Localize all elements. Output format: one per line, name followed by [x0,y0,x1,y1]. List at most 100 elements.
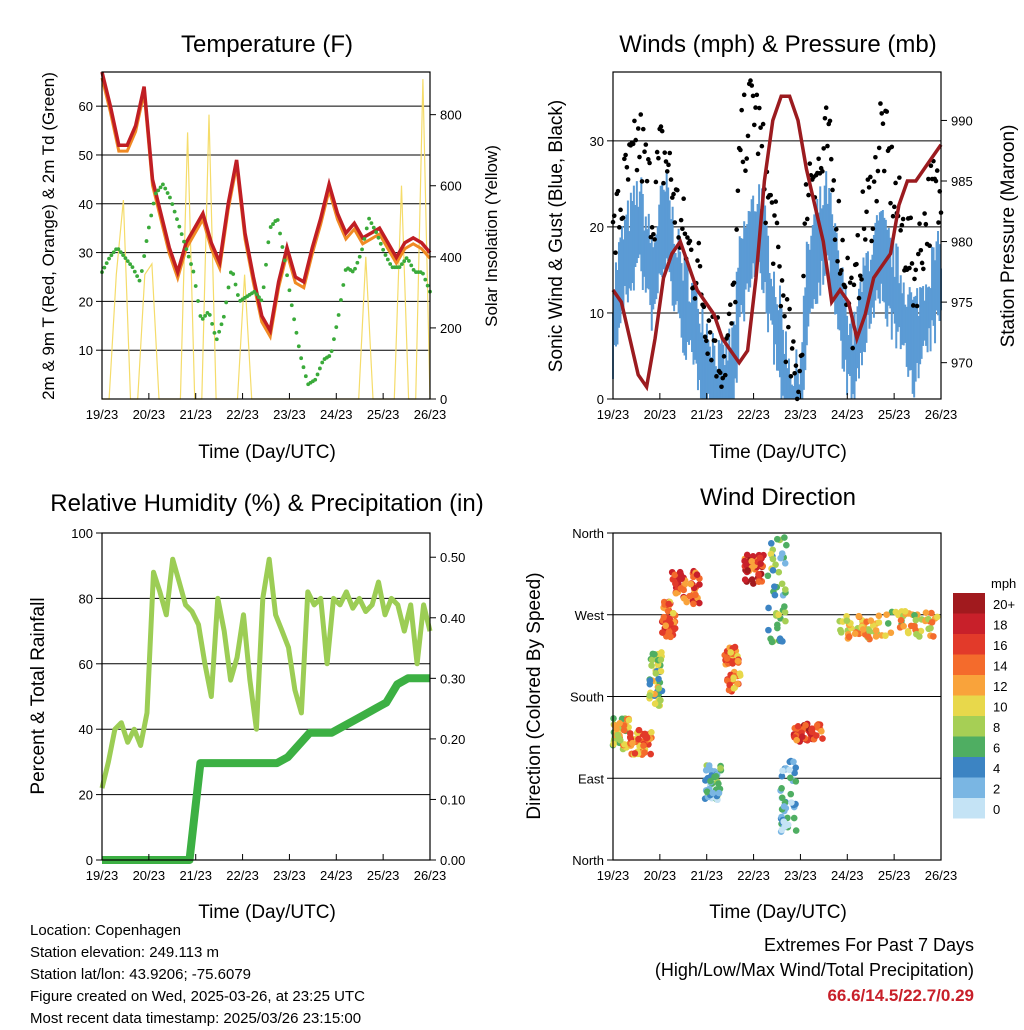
gust-point [890,213,896,219]
direction-point [802,722,809,729]
gust-point [879,111,885,116]
direction-point [819,735,826,742]
gust-point [739,107,744,113]
y-tick-label: 10 [79,343,93,358]
gust-point [755,151,761,157]
dewpoint-point [172,209,177,214]
gust-point [909,261,915,266]
extremes-title: Extremes For Past 7 Days [763,935,974,955]
dewpoint-point [357,254,362,259]
direction-point [712,772,720,780]
direction-point [690,600,697,608]
gust-point [734,227,739,232]
direction-point [872,633,880,640]
direction-panel: Wind Direction Time (Day/UTC) Direction … [524,484,1016,923]
gust-point [831,178,837,183]
x-tick-label: 26/23 [925,868,958,883]
dewpoint-point [407,259,411,263]
dewpoint-point [423,277,428,282]
gust-point [870,226,876,231]
direction-point [925,625,932,633]
gust-point [784,297,790,302]
dewpoint-point [397,265,402,270]
direction-point [778,784,785,792]
gust-point [825,143,830,149]
direction-point [922,609,930,616]
winds-ylabel-left: Sonic Wind & Gust (Blue, Black) [546,100,567,372]
dewpoint-point [350,269,355,274]
gust-point [671,191,676,197]
winds-ticks: 19/23 20/23 21/23 22/23 23/23 24/23 25/23 26/23… [590,113,973,422]
x-tick-label: 20/23 [644,868,677,883]
gust-point [721,354,727,359]
y2-tick-label: 0.40 [440,611,465,626]
dewpoint-point [175,217,179,222]
x-tick-label: 19/23 [597,407,630,422]
dewpoint-point [137,278,142,283]
direction-point [692,591,699,599]
gust-point [753,105,758,110]
y2-tick-label: 990 [951,113,973,128]
gust-point [695,258,700,263]
dewpoint-point [353,266,357,271]
dewpoint-point [261,285,266,290]
temperature-marks [100,71,432,400]
temp-9m-series [100,77,432,341]
dewpoint-point [212,331,217,335]
direction-point [851,630,859,637]
y2-tick-label: 0.10 [440,792,465,807]
legend-label: 8 [993,720,1000,735]
direction-point [659,629,666,636]
gust-point [768,192,773,198]
dewpoint-point [221,314,226,319]
gust-point [759,143,765,149]
x-tick-label: 22/23 [737,868,770,883]
x-tick-label: 25/23 [367,407,400,422]
direction-point [764,572,772,580]
dewpoint-point [388,262,393,266]
direction-point [748,557,755,565]
y2-tick-label: 0.30 [440,671,465,686]
y-tick-label: 50 [79,148,93,163]
direction-point [705,762,713,769]
gust-point [709,357,714,363]
gust-point [760,121,766,127]
gust-point [921,266,926,272]
direction-point [658,649,665,656]
gust-point [807,161,813,166]
gust-point [803,182,809,187]
direction-point [781,534,788,541]
direction-point [749,553,757,560]
x-tick-label: 21/23 [179,407,212,422]
gust-point [770,261,776,267]
y2-tick-label: 0.50 [440,550,465,565]
direction-point [646,692,653,699]
direction-point [808,728,816,736]
gust-point [635,126,641,131]
direction-point [780,803,788,810]
direction-point [743,551,751,559]
x-tick-label: 20/23 [644,407,677,422]
direction-point [798,733,806,740]
y-tick-label: 40 [79,197,93,212]
direction-point [772,561,779,568]
direction-point [680,595,688,602]
dewpoint-point [289,303,294,308]
direction-point [928,609,935,617]
gust-point [908,215,914,221]
legend-label: 12 [993,679,1007,694]
dewpoint-point [226,285,231,290]
direction-point [620,726,628,734]
gust-point [934,168,940,173]
gust-point [643,142,649,147]
gust-point [822,115,828,121]
gust-point [706,318,712,323]
gust-point [680,226,685,232]
direction-point [882,632,889,639]
direction-point [855,612,863,620]
direction-point [617,736,624,744]
gust-point [666,162,671,168]
gust-point [642,149,647,154]
dewpoint-point [144,239,149,243]
gust-point [640,126,646,132]
